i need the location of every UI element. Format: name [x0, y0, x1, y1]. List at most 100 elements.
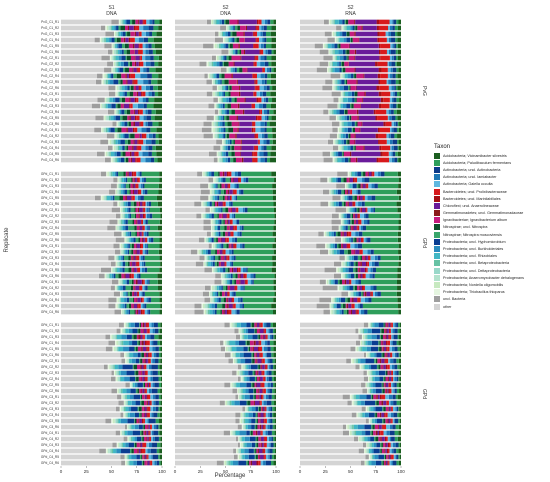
bar-segment	[392, 43, 395, 49]
bar-segment	[205, 171, 207, 177]
bar-segment	[337, 285, 339, 291]
bar-segment	[144, 183, 159, 189]
bar-segment	[357, 255, 361, 261]
bar-segment	[342, 213, 344, 219]
bar-segment	[232, 370, 237, 376]
bar-segment	[267, 358, 270, 364]
bar-segment	[257, 157, 261, 163]
bar-segment	[137, 267, 140, 273]
bar-segment	[232, 358, 234, 364]
bar-segment	[239, 394, 241, 400]
bar-segment	[158, 73, 162, 79]
bar-segment	[392, 424, 396, 430]
bar-segment	[330, 201, 332, 207]
bar-segment	[392, 352, 395, 358]
bar-segment	[354, 436, 359, 442]
bar-segment	[389, 103, 391, 109]
bar-segment	[300, 340, 356, 346]
bar-segment	[128, 436, 130, 442]
bar-segment	[385, 418, 388, 424]
bar-segment	[375, 430, 378, 436]
bar-segment	[265, 460, 272, 466]
bar-segment	[363, 376, 369, 382]
bar-segment	[260, 157, 265, 163]
bar-segment	[350, 37, 353, 43]
bar-segment	[350, 171, 351, 177]
bar-segment	[365, 382, 367, 388]
bar-segment	[376, 394, 378, 400]
bar-segment	[259, 151, 264, 157]
bar-segment	[137, 340, 139, 346]
bar-segment	[205, 207, 210, 213]
bar-segment	[397, 25, 401, 31]
bar-segment	[158, 454, 160, 460]
bar-segment	[378, 340, 380, 346]
bar-segment	[393, 103, 397, 109]
bar-segment	[272, 388, 275, 394]
bar-segment	[138, 151, 143, 157]
bar-segment	[271, 303, 276, 309]
bar-segment	[366, 394, 371, 400]
bar-segment	[234, 243, 237, 249]
bar-segment	[361, 430, 366, 436]
bar-segment	[226, 195, 228, 201]
bar-segment	[268, 406, 271, 412]
bar-segment	[273, 19, 276, 25]
bar-segment	[376, 400, 379, 406]
bar-segment	[398, 67, 401, 73]
bar-segment	[398, 448, 401, 454]
bar-segment	[380, 97, 384, 103]
bar-segment	[120, 279, 122, 285]
bar-segment	[230, 382, 232, 388]
bar-segment	[118, 19, 120, 25]
bar-segment	[300, 267, 325, 273]
bar-segment	[338, 115, 341, 121]
bar-segment	[266, 376, 269, 382]
bar-segment	[352, 97, 355, 103]
y-tick-label: GPd_C4_R6	[41, 461, 59, 465]
bar-segment	[355, 25, 358, 31]
bar-segment	[354, 237, 357, 243]
bar-segment	[366, 291, 371, 297]
bar-segment	[343, 261, 345, 267]
bar-segment	[142, 49, 146, 55]
bar-segment	[145, 85, 150, 91]
bar-segment	[392, 19, 394, 25]
bar-segment	[358, 183, 361, 189]
bar-segment	[208, 151, 217, 157]
bar-segment	[212, 225, 214, 231]
bar-segment	[228, 171, 232, 177]
bar-segment	[341, 225, 343, 231]
bar-segment	[212, 91, 214, 97]
bar-segment	[353, 424, 358, 430]
bar-segment	[152, 382, 155, 388]
bar-segment	[356, 183, 359, 189]
bar-segment	[330, 151, 331, 157]
bar-segment	[235, 322, 237, 328]
bar-segment	[263, 442, 265, 448]
bar-segment	[397, 55, 401, 61]
bar-segment	[368, 376, 371, 382]
bar-segment	[117, 183, 119, 189]
bar-segment	[372, 418, 375, 424]
bar-segment	[366, 267, 368, 273]
bar-segment	[228, 79, 237, 85]
bar-segment	[124, 424, 128, 430]
bar-segment	[117, 133, 119, 139]
bar-segment	[248, 412, 253, 418]
bar-segment	[232, 303, 234, 309]
bar-segment	[143, 400, 147, 406]
bar-segment	[263, 376, 266, 382]
bar-segment	[224, 291, 228, 297]
bar-segment	[61, 340, 109, 346]
bar-segment	[111, 25, 115, 31]
bar-segment	[346, 189, 348, 195]
bar-segment	[242, 436, 245, 442]
bar-segment	[251, 358, 253, 364]
bar-segment	[300, 219, 332, 225]
bar-segment	[365, 460, 366, 466]
bar-segment	[344, 261, 347, 267]
bar-segment	[261, 115, 266, 121]
bar-segment	[108, 273, 110, 279]
bar-segment	[260, 430, 262, 436]
